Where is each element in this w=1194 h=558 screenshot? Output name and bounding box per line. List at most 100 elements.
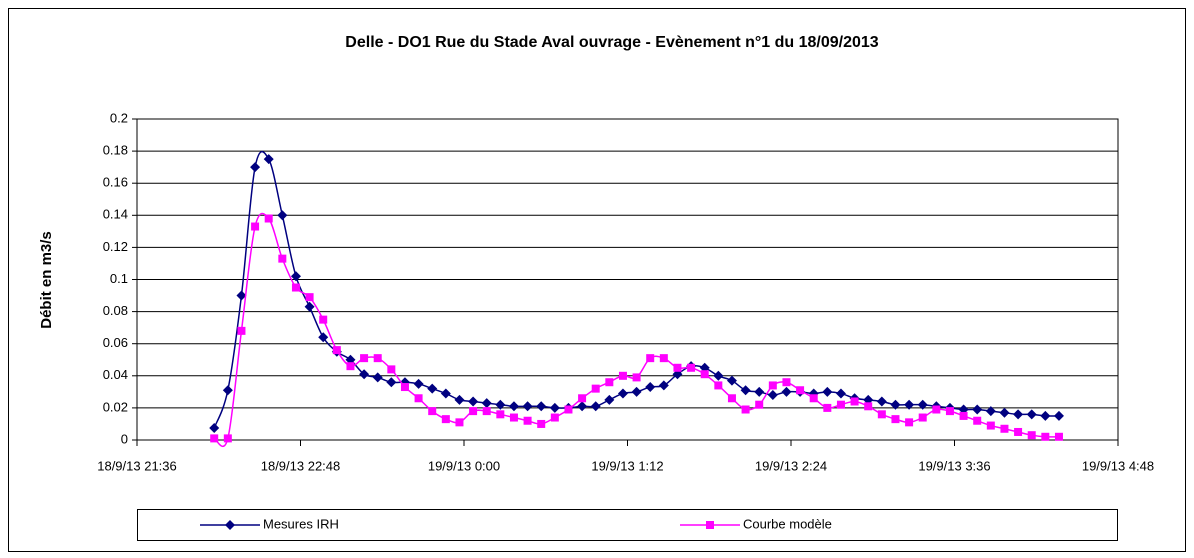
marker — [659, 354, 668, 363]
marker — [726, 375, 737, 386]
marker — [945, 407, 954, 416]
marker — [372, 372, 383, 383]
marker — [360, 354, 369, 363]
marker — [1013, 409, 1024, 420]
marker — [1027, 431, 1036, 440]
marker — [496, 410, 505, 419]
marker — [713, 370, 724, 381]
marker — [973, 416, 982, 425]
x-tick-label: 19/9/13 4:48 — [1082, 458, 1154, 473]
marker — [687, 363, 696, 372]
chart-title: Delle - DO1 Rue du Stade Aval ouvrage - … — [345, 34, 879, 51]
x-tick-label: 19/9/13 1:12 — [591, 458, 663, 473]
marker — [523, 416, 532, 425]
marker — [290, 271, 301, 282]
marker — [741, 405, 750, 414]
marker — [549, 402, 560, 413]
marker — [658, 380, 669, 391]
marker — [631, 386, 642, 397]
marker — [591, 384, 600, 393]
marker — [263, 154, 274, 165]
marker — [714, 381, 723, 390]
y-tick-label: 0.04 — [103, 367, 128, 382]
x-tick-label: 19/9/13 2:24 — [755, 458, 827, 473]
y-tick-label: 0.06 — [103, 335, 128, 350]
marker — [891, 415, 900, 424]
marker — [454, 394, 465, 405]
marker — [768, 381, 777, 390]
marker — [823, 403, 832, 412]
marker — [1000, 424, 1009, 433]
marker — [291, 283, 300, 292]
marker — [522, 401, 533, 412]
marker — [754, 386, 765, 397]
marker — [767, 390, 778, 401]
marker — [604, 394, 615, 405]
marker — [1053, 410, 1064, 421]
marker — [835, 388, 846, 399]
marker — [700, 370, 709, 379]
marker — [250, 162, 261, 173]
marker — [304, 301, 315, 312]
legend-box — [137, 509, 1118, 541]
marker — [905, 418, 914, 427]
marker — [1054, 432, 1063, 441]
y-tick-label: 0.14 — [103, 207, 128, 222]
marker — [1026, 409, 1037, 420]
legend-label: Mesures IRH — [263, 516, 339, 531]
y-tick-label: 0.18 — [103, 143, 128, 158]
marker — [578, 394, 587, 403]
marker — [428, 407, 437, 416]
y-tick-label: 0.12 — [103, 239, 128, 254]
marker — [796, 386, 805, 395]
marker — [414, 394, 423, 403]
marker — [917, 399, 928, 410]
marker — [440, 388, 451, 399]
marker — [468, 396, 479, 407]
marker — [999, 407, 1010, 418]
marker — [251, 222, 260, 231]
marker — [469, 407, 478, 416]
marker — [509, 413, 518, 422]
x-tick-label: 19/9/13 3:36 — [918, 458, 990, 473]
marker — [985, 406, 996, 417]
x-tick-label: 18/9/13 21:36 — [97, 458, 177, 473]
marker — [427, 383, 438, 394]
marker — [740, 385, 751, 396]
marker — [564, 405, 573, 414]
marker — [617, 388, 628, 399]
marker — [918, 413, 927, 422]
marker — [441, 415, 450, 424]
marker — [536, 401, 547, 412]
y-tick-label: 0.02 — [103, 399, 128, 414]
marker — [645, 382, 656, 393]
marker — [319, 315, 328, 324]
marker — [822, 386, 833, 397]
marker — [755, 400, 764, 409]
marker — [959, 411, 968, 420]
marker — [508, 401, 519, 412]
marker — [972, 404, 983, 415]
marker — [809, 394, 818, 403]
marker — [646, 354, 655, 363]
marker — [1014, 427, 1023, 436]
legend-marker — [225, 520, 235, 530]
marker — [577, 401, 588, 412]
marker — [904, 399, 915, 410]
marker — [781, 386, 792, 397]
marker — [386, 377, 397, 388]
marker — [400, 383, 409, 392]
marker — [495, 399, 506, 410]
marker — [332, 346, 341, 355]
marker — [1041, 432, 1050, 441]
x-tick-label: 19/9/13 0:00 — [428, 458, 500, 473]
marker — [264, 214, 273, 223]
marker — [455, 418, 464, 427]
marker — [673, 363, 682, 372]
marker — [209, 422, 220, 433]
marker — [986, 421, 995, 430]
marker — [864, 402, 873, 411]
marker — [618, 371, 627, 380]
